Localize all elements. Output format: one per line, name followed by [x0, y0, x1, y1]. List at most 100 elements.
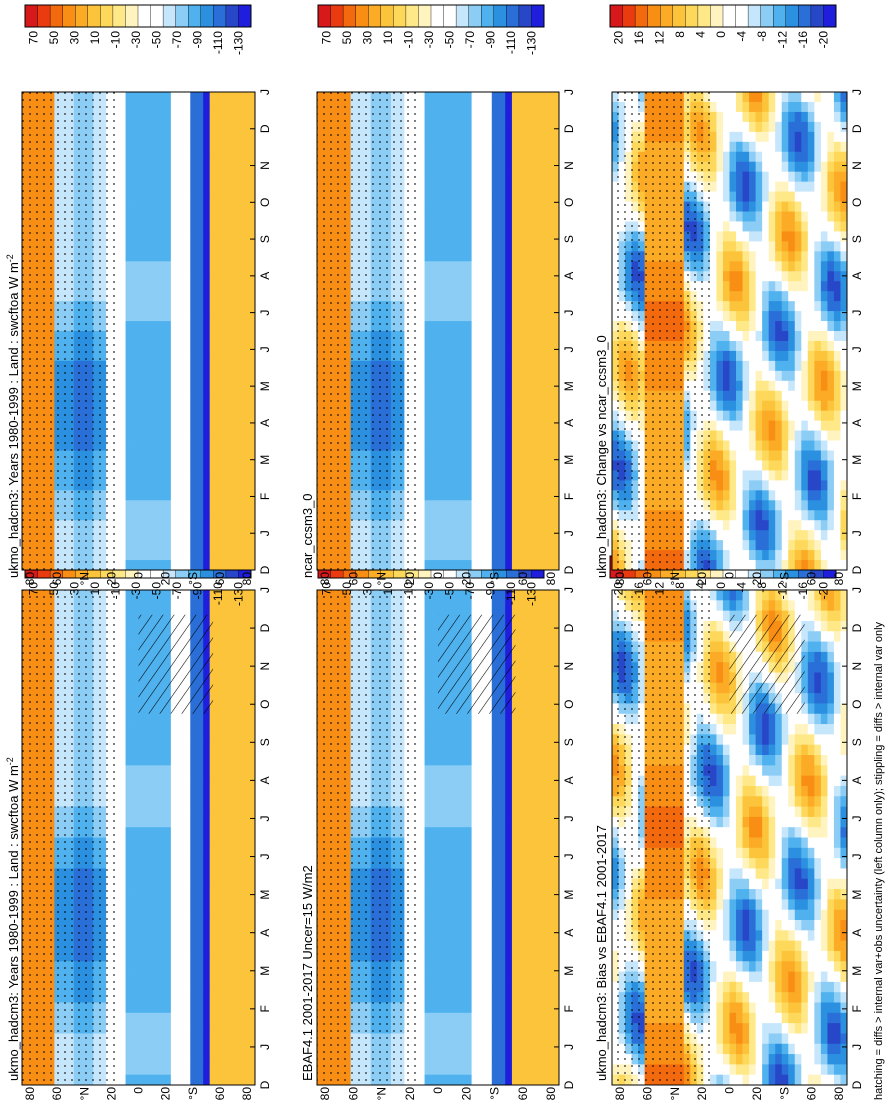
stipple-p4 — [317, 92, 419, 570]
lat-tick-p4: 60 — [346, 572, 360, 586]
title-p1: ukmo_hadcm3: Years 1980-1999 : Land : sw… — [5, 757, 21, 1081]
colorbar-label-p2: 30 — [67, 31, 81, 45]
lat-tick-p4: 20 — [459, 572, 473, 586]
month-tick-p2: A — [258, 272, 272, 280]
month-tick-p4: N — [562, 161, 576, 170]
month-tick-p3: J — [562, 854, 576, 860]
lat-tick-p2: 80 — [240, 572, 254, 586]
lat-tick-p1: 80 — [23, 1087, 37, 1101]
stipple-p3 — [317, 590, 419, 1085]
lat-tick-p3: °S — [488, 1087, 502, 1100]
month-tick-p6: J — [850, 310, 864, 316]
month-tick-p3: D — [562, 623, 576, 632]
lat-tick-p1: 60 — [50, 1087, 64, 1101]
colorbar-label-p2: -70 — [170, 31, 184, 49]
colorbar-label-p2: 50 — [47, 31, 61, 45]
month-tick-p6: J — [850, 89, 864, 95]
colorbar-label-p5: -20 — [817, 582, 831, 600]
lat-tick-p6: 60 — [640, 572, 654, 586]
colorbar-label-p1: -10 — [109, 582, 123, 600]
colorbar-label-p1: -50 — [150, 582, 164, 600]
footnote: hatching = diffs > internal var+obs unce… — [873, 621, 885, 1100]
month-tick-p6: D — [850, 565, 864, 574]
colorbar-label-p4: 10 — [381, 31, 395, 45]
lat-tick-p2: °S — [186, 572, 200, 585]
colorbar-label-p2: -130 — [232, 31, 246, 55]
month-tick-p5: D — [850, 623, 864, 632]
month-tick-p1: J — [258, 1044, 272, 1050]
month-tick-p6: J — [850, 346, 864, 352]
month-tick-p2: F — [258, 493, 272, 500]
lat-tick-p4: °N — [375, 572, 389, 585]
panel-p4: 80 60 °N 20 0 20 °S 60 80 D J F M A M J J A S O N D Jncar_ccsm… — [300, 4, 576, 586]
month-tick-p4: J — [562, 530, 576, 536]
lat-tick-p4: 80 — [544, 572, 558, 586]
colorbar-label-p3: 50 — [340, 582, 354, 596]
lat-tick-p3: 60 — [516, 1087, 530, 1101]
colorbar-label-p6: -8 — [755, 31, 769, 42]
month-tick-p4: M — [562, 455, 576, 465]
month-tick-p6: O — [850, 198, 864, 207]
month-tick-p4: J — [562, 346, 576, 352]
title-p2: ukmo_hadcm3: Years 1980-1999 : Land : sw… — [5, 254, 21, 578]
title-p5: ukmo_hadcm3: Bias vs EBAF4.1 2001-2017 — [594, 825, 609, 1081]
frame-p6 — [611, 91, 848, 571]
lat-tick-p2: °N — [77, 572, 91, 585]
colorbar-label-p3: -90 — [484, 582, 498, 600]
lat-tick-p4: °S — [488, 572, 502, 585]
month-tick-p2: D — [258, 124, 272, 133]
colorbar-label-p2: -50 — [150, 31, 164, 49]
month-tick-p6: S — [850, 235, 864, 243]
lat-tick-p6: 80 — [613, 572, 627, 586]
lat-tick-p5: °S — [777, 1087, 791, 1100]
panel-p2: 80 60 °N 20 0 20 °S 60 80 D J F M A M J J A S O N D Jukmo_hadc… — [5, 4, 272, 586]
frame-p1 — [21, 589, 256, 1086]
month-tick-p5: M — [850, 966, 864, 976]
frame-p5 — [611, 589, 848, 1086]
panel-p6: 80 60 °N 20 0 20 °S 60 80DJFMAMJJASONDJukmo_hadc… — [594, 4, 864, 586]
hatch-p3 — [438, 614, 516, 714]
month-tick-p4: J — [562, 310, 576, 316]
frame-p3 — [316, 589, 560, 1086]
month-tick-p2: J — [258, 530, 272, 536]
lat-tick-p3: 0 — [431, 1087, 445, 1094]
month-tick-p4: J — [562, 89, 576, 95]
colorbar-label-p3: -130 — [525, 582, 539, 606]
month-tick-p6: A — [850, 272, 864, 280]
colorbar-label-p5: 0 — [714, 582, 728, 589]
month-tick-p4: A — [562, 419, 576, 427]
stipple-p1 — [22, 590, 120, 1085]
stipple-p5 — [612, 590, 711, 1085]
month-tick-p6: M — [850, 381, 864, 391]
colorbar-label-p6: 8 — [673, 31, 687, 38]
colorbar-label-p5: 12 — [652, 582, 666, 596]
colorbar-label-p5: 8 — [673, 582, 687, 589]
month-tick-p6: F — [850, 493, 864, 500]
colorbar-label-p4: -30 — [422, 31, 436, 49]
month-tick-p2: O — [258, 198, 272, 207]
month-tick-p2: J — [258, 310, 272, 316]
colorbar-label-p5: -12 — [776, 582, 790, 600]
colorbar-label-p4: 50 — [340, 31, 354, 45]
month-tick-p1: J — [258, 816, 272, 822]
colorbar-label-p2: 10 — [88, 31, 102, 45]
month-tick-p2: A — [258, 419, 272, 427]
lat-tick-p5: 80 — [613, 1087, 627, 1101]
month-tick-p1: D — [258, 1080, 272, 1089]
lat-tick-p2: 0 — [132, 572, 146, 579]
month-tick-p1: M — [258, 890, 272, 900]
lat-tick-p3: 80 — [544, 1087, 558, 1101]
colorbar-label-p3: 70 — [319, 582, 333, 596]
lat-tick-p2: 80 — [23, 572, 37, 586]
month-tick-p3: F — [562, 1005, 576, 1012]
month-tick-p1: J — [258, 587, 272, 593]
month-tick-p4: M — [562, 381, 576, 391]
month-tick-p2: M — [258, 381, 272, 391]
lat-tick-p6: 0 — [723, 572, 737, 579]
frame-p4 — [316, 91, 560, 571]
colorbar-label-p4: 30 — [360, 31, 374, 45]
month-tick-p4: D — [562, 124, 576, 133]
colorbar-label-p1: 30 — [67, 582, 81, 596]
lat-tick-p4: 80 — [318, 572, 332, 586]
